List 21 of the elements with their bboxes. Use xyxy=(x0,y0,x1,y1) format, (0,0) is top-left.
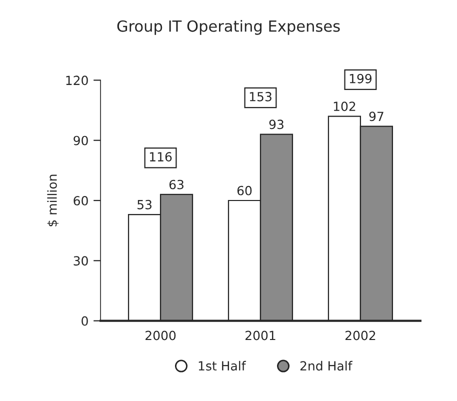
data-label: 102 xyxy=(334,102,356,112)
y-tick-label: 60 xyxy=(74,196,88,206)
data-label: 53 xyxy=(138,200,152,210)
total-label: 153 xyxy=(250,92,272,102)
total-label: 116 xyxy=(150,152,172,162)
y-tick-label: 120 xyxy=(66,76,88,86)
data-label: 60 xyxy=(237,186,252,196)
legend-label: 1st Half xyxy=(198,360,246,371)
y-tick-label: 90 xyxy=(74,136,88,146)
x-tick-label: 2000 xyxy=(146,330,176,340)
x-tick-label: 2001 xyxy=(246,330,276,340)
y-tick-label: 0 xyxy=(82,316,88,326)
legend-label: 2nd Half xyxy=(300,360,352,371)
chart-title: Group IT Operating Expenses xyxy=(117,20,340,35)
data-label: 93 xyxy=(269,120,284,130)
x-tick-label: 2002 xyxy=(345,330,376,340)
y-tick-label: 30 xyxy=(74,256,88,266)
data-label: 97 xyxy=(369,112,384,122)
y-axis-title: $ million xyxy=(47,174,59,226)
total-label: 199 xyxy=(350,74,372,84)
data-label: 63 xyxy=(169,180,184,190)
